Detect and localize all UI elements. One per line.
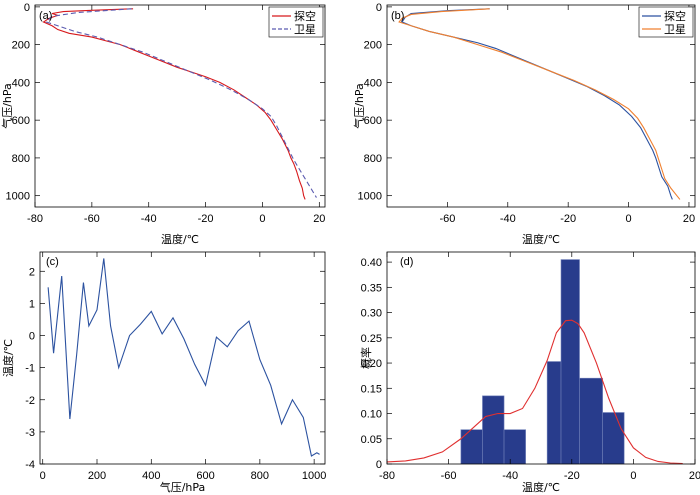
histogram-bar	[602, 412, 625, 464]
x-tick-label: 20	[313, 213, 325, 225]
plot-frame	[386, 4, 696, 208]
legend-label: 卫星	[294, 23, 316, 36]
y-tick-label: 600	[364, 115, 382, 127]
y-tick-label: 2	[29, 266, 35, 278]
y-tick-label: 1000	[358, 191, 382, 203]
x-tick-label: -40	[500, 213, 516, 225]
y-axis-title: 概率	[359, 347, 373, 369]
plot-frame	[34, 4, 326, 208]
legend-label: 卫星	[664, 23, 686, 36]
x-tick-label: 1000	[302, 470, 326, 482]
x-tick-label: -20	[198, 213, 214, 225]
y-tick-label: 0.10	[361, 409, 382, 421]
y-axis-title: 气压/hPa	[352, 83, 366, 129]
panel-d: -80 -60 -40 -20 0 20 0 0.05 0.10 0.15 0.20 0.25 0.30…	[359, 251, 700, 494]
x-tick-label: 0	[40, 470, 46, 482]
x-tick-label: 20	[683, 213, 695, 225]
y-tick-label: 600	[12, 115, 30, 127]
plot-frame	[386, 251, 696, 465]
legend-label: 探空	[294, 9, 316, 23]
y-tick-label: 0	[376, 459, 382, 471]
x-tick-label: -60	[441, 470, 457, 482]
series-line-2	[398, 8, 681, 200]
x-tick-label: 0	[630, 470, 636, 482]
y-tick-label: 0	[376, 2, 382, 14]
series-line-1	[401, 8, 673, 200]
panel-tag: (a)	[39, 10, 52, 22]
legend-label: 探空	[664, 9, 686, 23]
x-tick-label: -80	[27, 213, 43, 225]
x-tick-label: -60	[439, 213, 455, 225]
x-tick-label: 0	[259, 213, 265, 225]
x-tick-label: -60	[84, 213, 100, 225]
plot-area	[387, 259, 683, 464]
y-tick-label: -1	[25, 363, 35, 375]
panel-tag: (b)	[391, 10, 404, 22]
x-axis-title: 温度/℃	[161, 232, 199, 246]
histogram-bar	[482, 395, 505, 464]
y-tick-label: 0	[29, 331, 35, 343]
y-tick-label: 0.30	[361, 308, 382, 320]
y-axis-title: 气压/hPa	[0, 83, 14, 129]
x-tick-label: 20	[689, 470, 700, 482]
y-tick-label: 0	[24, 2, 30, 14]
y-tick-label: 0.20	[361, 358, 382, 370]
plot-area	[398, 8, 681, 200]
y-tick-label: 0.25	[361, 333, 382, 345]
x-tick-label: -80	[379, 470, 395, 482]
histogram-bar	[560, 259, 580, 464]
y-tick-label: -2	[25, 395, 35, 407]
y-tick-label: 1	[29, 298, 35, 310]
x-tick-label: 800	[251, 470, 269, 482]
y-tick-label: 400	[364, 77, 382, 89]
y-tick-label: 800	[364, 153, 382, 165]
panel-a: -80 -60 -40 -20 0 2002004006008001000(a)温度/℃气…	[0, 2, 325, 246]
x-tick-label: 0	[626, 213, 632, 225]
x-tick-label: -40	[502, 470, 518, 482]
y-axis-title: 温度/℃	[1, 339, 15, 377]
plot-area	[47, 258, 320, 457]
x-tick-label: 400	[142, 470, 160, 482]
y-tick-label: 0.35	[361, 282, 382, 294]
y-tick-label: -4	[25, 459, 35, 471]
y-tick-label: 0.40	[361, 257, 382, 269]
panel-tag: (c)	[46, 256, 59, 268]
density-curve-line	[387, 319, 683, 464]
x-axis-title: 温度/℃	[522, 232, 560, 246]
x-tick-label: -20	[560, 213, 576, 225]
histogram-bar	[579, 377, 603, 464]
histogram-bar	[546, 361, 562, 464]
y-tick-label: 800	[12, 153, 30, 165]
x-axis-title: 温度/℃	[522, 480, 560, 494]
histogram-bar	[460, 429, 483, 464]
x-tick-label: -40	[141, 213, 157, 225]
panel-c: 0 200 400 600 800 1000 -4 -3 -2 -1 0 1 2 (c) 气压/hPa 温度/…	[1, 251, 326, 494]
series-line-1	[47, 258, 320, 457]
x-tick-label: 600	[196, 470, 214, 482]
y-tick-label: 0.15	[361, 383, 382, 395]
plot-frame	[39, 251, 326, 465]
histogram-bar	[503, 429, 526, 464]
panel-tag: (d)	[400, 256, 413, 268]
series-line-2	[45, 8, 317, 198]
y-tick-label: 0.05	[361, 434, 382, 446]
x-tick-label: -20	[564, 470, 580, 482]
legend-box	[268, 6, 324, 38]
y-tick-label: 400	[12, 77, 30, 89]
x-tick-label: 200	[88, 470, 106, 482]
y-tick-label: -3	[25, 427, 35, 439]
x-axis-title: 气压/hPa	[160, 480, 206, 494]
series-line-1	[42, 8, 306, 200]
panel-b: -60 -40 -20 0 2002004006008001000(b)温度/℃气压/h…	[352, 2, 696, 246]
y-tick-label: 200	[364, 40, 382, 52]
y-tick-label: 1000	[6, 191, 30, 203]
y-tick-label: 200	[12, 40, 30, 52]
legend-box	[638, 6, 694, 38]
plot-area	[42, 8, 317, 200]
